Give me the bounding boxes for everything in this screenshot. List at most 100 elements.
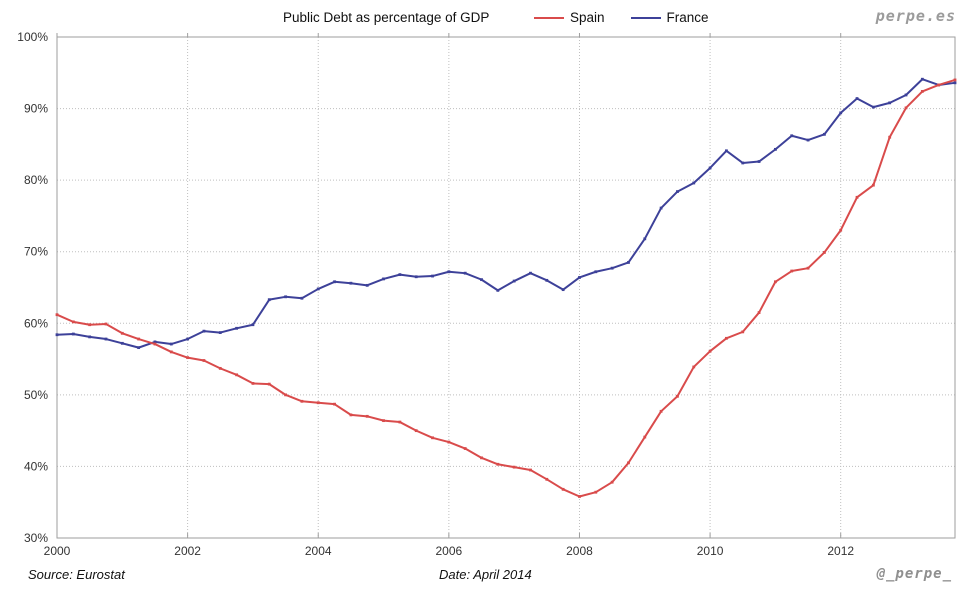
data-point-spain [610, 480, 614, 484]
data-point-spain [382, 419, 385, 423]
data-point-france [496, 288, 500, 292]
data-point-spain [202, 359, 206, 362]
data-point-spain [774, 280, 777, 284]
data-point-spain [431, 436, 434, 440]
plot-frame [56, 36, 956, 539]
data-point-spain [333, 402, 336, 406]
data-point-spain [578, 495, 581, 498]
data-point-france [545, 278, 549, 282]
date-note: Date: April 2014 [438, 567, 532, 582]
data-point-france [267, 298, 271, 302]
data-point-spain [463, 447, 467, 450]
data-point-spain [55, 313, 59, 317]
data-point-spain [218, 366, 222, 370]
data-point-spain [169, 350, 173, 354]
data-point-france [137, 346, 141, 350]
data-point-spain [741, 330, 745, 334]
data-point-france [251, 323, 255, 327]
data-point-france [578, 276, 581, 279]
data-point-spain [725, 336, 728, 340]
data-point-france [692, 181, 696, 185]
data-point-spain [920, 89, 924, 93]
data-point-spain [904, 106, 908, 110]
france-line-swatch [630, 16, 661, 19]
data-point-spain [267, 382, 271, 386]
data-point-france [561, 288, 565, 292]
data-point-france [169, 342, 173, 346]
data-point-france [382, 277, 385, 281]
x-axis-tick-label: 2002 [174, 544, 201, 558]
source-note: Source: Eurostat [28, 567, 125, 582]
data-point-france [529, 271, 532, 275]
data-point-spain [822, 251, 826, 254]
data-point-france [431, 274, 434, 278]
twitter-handle: @_perpe_ [876, 566, 952, 582]
data-point-france [741, 161, 745, 165]
data-point-spain [512, 465, 516, 469]
data-point-spain [708, 349, 712, 353]
data-point-spain [839, 228, 843, 232]
data-point-spain [888, 135, 892, 139]
y-axis-tick-label: 30% [24, 531, 48, 545]
data-point-spain [316, 401, 320, 405]
data-point-spain [186, 356, 190, 360]
y-axis-tick-label: 90% [24, 102, 48, 116]
data-point-france [333, 280, 336, 284]
y-axis-tick-label: 70% [24, 245, 48, 259]
data-point-france [659, 206, 663, 210]
data-point-france [235, 326, 238, 330]
legend: Spain France [534, 10, 709, 25]
data-point-france [953, 81, 957, 85]
x-axis-tick-label: 2006 [436, 544, 463, 558]
data-point-spain [806, 266, 810, 270]
data-point-spain [953, 78, 957, 82]
data-point-france [904, 93, 908, 97]
data-point-spain [104, 322, 108, 326]
data-point-spain [349, 413, 353, 417]
data-point-spain [757, 311, 761, 314]
data-point-spain [594, 490, 598, 494]
data-point-france [463, 271, 467, 275]
x-axis-tick-label: 2012 [827, 544, 854, 558]
data-point-spain [937, 83, 941, 87]
data-point-spain [398, 420, 402, 424]
data-point-france [414, 275, 418, 279]
data-point-france [218, 331, 222, 334]
data-point-spain [414, 429, 418, 433]
data-point-france [822, 132, 826, 136]
y-axis-tick-label: 100% [17, 30, 48, 44]
data-point-spain [88, 323, 92, 327]
y-axis-tick-label: 50% [24, 388, 48, 402]
x-axis-tick-label: 2000 [44, 544, 71, 558]
legend-label-france: France [666, 10, 709, 25]
legend-label-spain: Spain [570, 10, 605, 25]
data-point-france [512, 279, 516, 283]
data-point-spain [284, 393, 287, 397]
data-point-spain [137, 337, 141, 341]
data-point-france [757, 160, 761, 163]
data-point-spain [692, 365, 696, 369]
data-point-spain [447, 440, 451, 444]
data-point-spain [480, 456, 483, 460]
data-point-france [708, 166, 712, 170]
data-point-spain [561, 487, 565, 491]
data-point-spain [676, 394, 679, 398]
site-watermark: perpe.es [875, 7, 956, 25]
x-axis-tick-label: 2004 [305, 544, 332, 558]
data-point-france [839, 111, 843, 115]
x-axis-tick-label: 2010 [697, 544, 724, 558]
chart-title: Public Debt as percentage of GDP [283, 10, 490, 25]
data-point-france [855, 97, 859, 100]
spain-line-swatch [534, 16, 564, 19]
data-point-france [871, 105, 875, 109]
y-axis-tick-label: 60% [24, 316, 48, 330]
data-point-france [365, 283, 369, 287]
data-point-spain [855, 195, 859, 199]
data-point-spain [790, 269, 794, 273]
y-axis-tick-label: 80% [24, 173, 48, 187]
data-point-france [55, 333, 59, 337]
data-point-spain [496, 462, 500, 466]
data-point-spain [71, 320, 75, 324]
